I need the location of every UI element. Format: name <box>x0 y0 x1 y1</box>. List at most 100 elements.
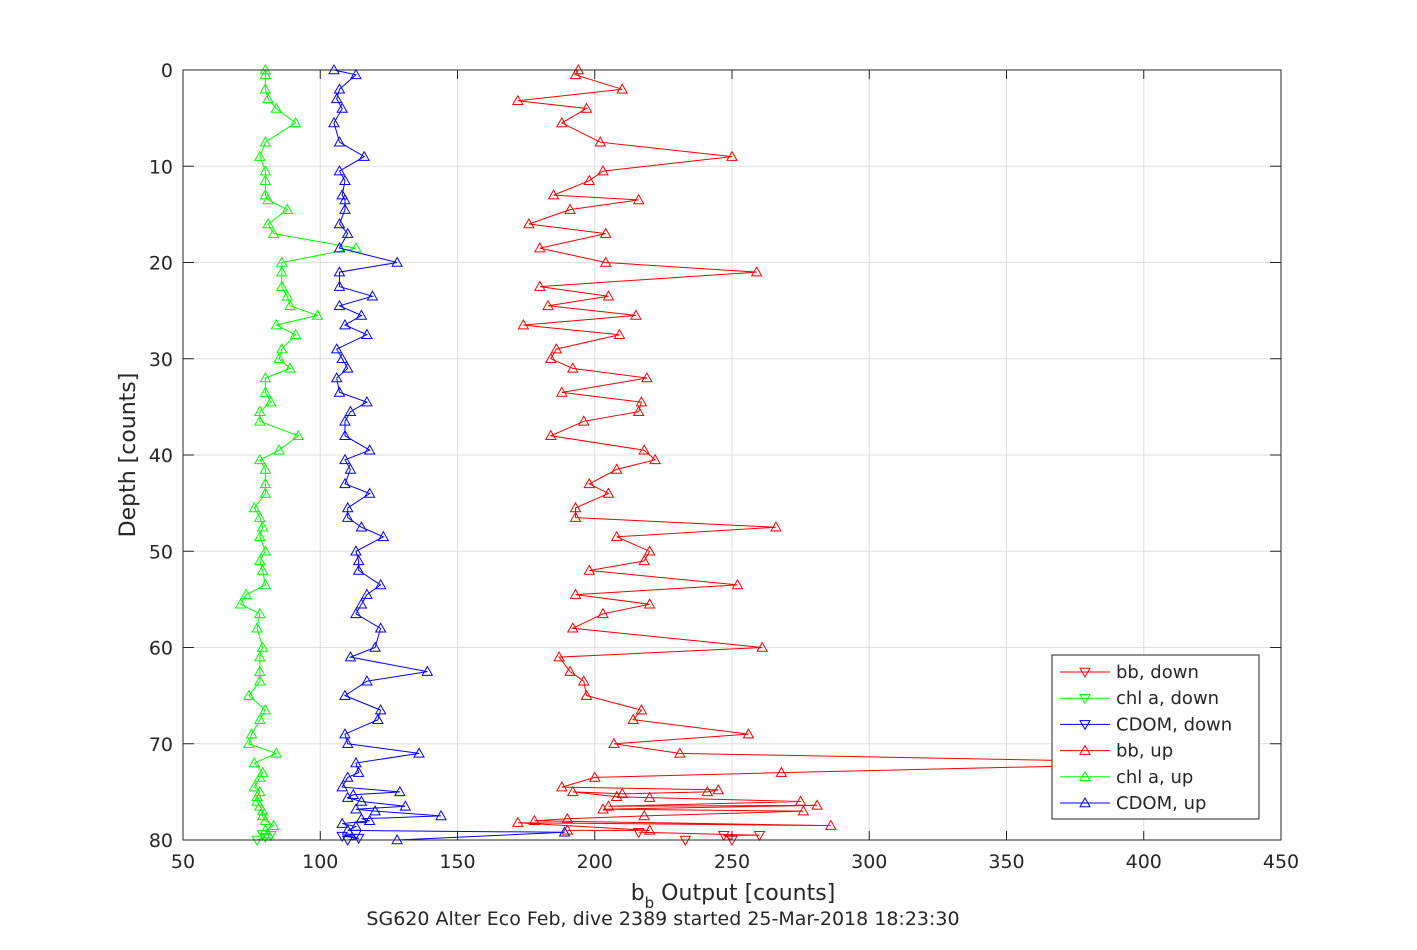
data-point-marker <box>602 290 615 301</box>
data-point-marker <box>262 193 274 205</box>
x-tick-label: 250 <box>714 851 750 873</box>
y-tick-label: 60 <box>149 638 173 660</box>
series-bb-up <box>512 64 1205 835</box>
data-point-marker <box>330 343 343 354</box>
data-point-marker <box>248 501 261 513</box>
data-point-marker <box>421 665 434 676</box>
data-point-marker <box>679 835 692 846</box>
data-point-marker <box>533 242 546 253</box>
data-point-marker <box>350 545 362 556</box>
data-point-marker <box>616 787 629 799</box>
data-point-marker <box>391 256 403 267</box>
data-point-marker <box>523 217 535 229</box>
data-point-marker <box>339 689 351 700</box>
data-point-marker <box>336 817 349 828</box>
data-point-marker <box>544 352 557 363</box>
chart-caption: SG620 Alter Eco Feb, dive 2389 started 2… <box>366 908 959 930</box>
y-tick-label: 80 <box>149 830 173 852</box>
data-point-marker <box>643 598 656 609</box>
data-point-marker <box>333 83 346 94</box>
x-tick-label: 300 <box>851 851 887 873</box>
data-point-marker <box>564 665 576 676</box>
data-point-marker <box>750 266 763 277</box>
data-point-marker <box>355 598 368 609</box>
data-point-marker <box>608 737 620 748</box>
data-point-marker <box>259 545 272 556</box>
data-point-marker <box>251 622 263 633</box>
x-axis-label: bb Output [counts] <box>631 881 836 912</box>
data-point-marker <box>350 803 362 814</box>
data-point-marker <box>363 487 376 498</box>
data-point-marker <box>641 371 653 383</box>
legend-item: chl a, down <box>1060 688 1219 709</box>
data-point-marker <box>566 362 579 373</box>
data-point-marker <box>391 833 403 845</box>
data-point-marker <box>341 824 354 835</box>
data-point-marker <box>264 830 277 842</box>
data-point-marker <box>555 116 568 128</box>
data-point-marker <box>341 227 354 238</box>
data-point-marker <box>259 487 272 498</box>
data-point-marker <box>577 415 590 426</box>
data-point-marker <box>632 193 645 205</box>
data-point-marker <box>355 812 368 824</box>
data-point-marker <box>374 578 387 590</box>
y-tick-label: 0 <box>161 60 173 82</box>
data-point-marker <box>580 102 593 113</box>
data-point-marker <box>333 136 346 147</box>
data-point-marker <box>512 94 524 106</box>
data-point-marker <box>253 554 266 566</box>
y-tick-label: 30 <box>149 349 173 371</box>
data-point-marker <box>336 831 349 843</box>
legend-marker <box>1079 693 1091 705</box>
data-point-marker <box>361 588 373 599</box>
x-tick-label: 50 <box>171 851 195 873</box>
data-point-marker <box>333 217 346 229</box>
data-point-marker <box>251 790 263 801</box>
data-point-marker <box>597 803 609 814</box>
data-point-marker <box>350 607 362 619</box>
data-point-marker <box>253 607 266 619</box>
data-point-marker <box>731 578 744 590</box>
data-point-marker <box>336 781 349 792</box>
data-point-marker <box>253 453 266 465</box>
data-point-marker <box>374 622 387 633</box>
data-point-marker <box>399 800 412 811</box>
legend-label: CDOM, up <box>1116 793 1206 814</box>
data-point-marker <box>566 785 579 797</box>
legend-marker <box>1079 667 1091 679</box>
data-point-marker <box>339 429 351 440</box>
data-point-marker <box>253 651 266 662</box>
data-point-marker <box>583 564 596 575</box>
data-point-marker <box>339 728 351 739</box>
data-point-marker <box>341 511 354 522</box>
legend-item: CDOM, up <box>1060 793 1206 814</box>
data-point-marker <box>341 791 354 802</box>
data-point-marker <box>275 343 288 354</box>
data-point-marker <box>613 328 626 339</box>
data-point-marker <box>259 136 272 147</box>
data-point-marker <box>248 756 261 768</box>
data-point-marker <box>328 116 340 128</box>
data-point-marker <box>701 785 714 797</box>
data-point-marker <box>275 266 288 277</box>
data-point-marker <box>330 92 343 104</box>
series-cdom-up <box>328 64 571 845</box>
data-point-marker <box>292 429 305 440</box>
data-point-marker <box>350 756 362 768</box>
data-point-marker <box>333 280 346 291</box>
data-point-marker <box>289 116 302 128</box>
data-point-marker <box>753 830 766 842</box>
data-point-marker <box>248 781 261 792</box>
data-point-marker <box>435 809 447 821</box>
series-line <box>333 69 565 841</box>
data-point-marker <box>569 511 582 522</box>
legend-item: bb, down <box>1060 662 1199 683</box>
data-point-marker <box>339 319 351 330</box>
data-point-marker <box>580 689 593 700</box>
data-point-marker <box>344 651 357 662</box>
data-point-marker <box>253 150 266 161</box>
data-point-marker <box>259 174 272 185</box>
